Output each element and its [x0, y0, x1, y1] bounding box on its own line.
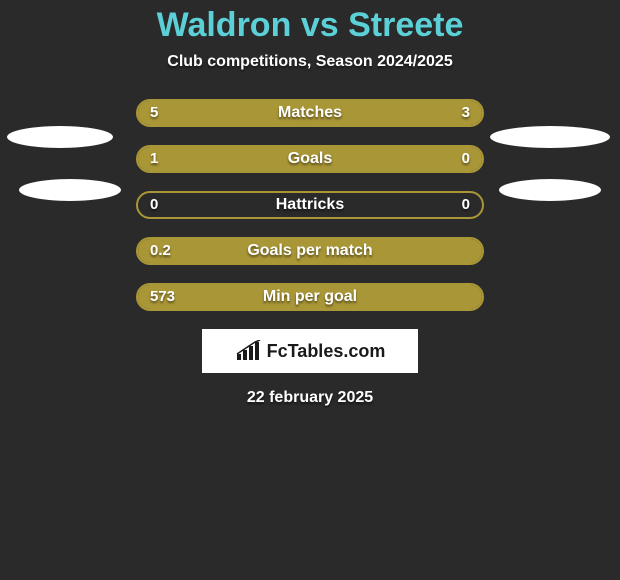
stat-right-value: 3	[462, 101, 470, 125]
player1-name: Waldron	[157, 6, 292, 44]
bar-fill-left	[138, 285, 482, 309]
stat-row: 0.2 Goals per match	[0, 237, 620, 265]
bar-track: 1 0 Goals	[136, 145, 484, 173]
source-logo-text: FcTables.com	[267, 341, 386, 362]
stat-left-value: 5	[150, 101, 158, 125]
bar-track: 573 Min per goal	[136, 283, 484, 311]
page-title: Waldron vs Streete	[0, 6, 620, 45]
bar-fill-left	[138, 239, 482, 263]
bar-track: 5 3 Matches	[136, 99, 484, 127]
stat-row: 1 0 Goals	[0, 145, 620, 173]
player-marker-ellipse	[19, 179, 121, 201]
stat-row: 573 Min per goal	[0, 283, 620, 311]
barchart-icon	[235, 340, 261, 362]
date-line: 22 february 2025	[0, 389, 620, 407]
player2-name: Streete	[348, 6, 463, 44]
bar-fill-left	[138, 101, 344, 125]
title-vs: vs	[301, 6, 339, 44]
stat-left-value: 0.2	[150, 239, 171, 263]
player-marker-ellipse	[499, 179, 601, 201]
stat-row: 5 3 Matches	[0, 99, 620, 127]
source-logo: FcTables.com	[235, 340, 386, 362]
bar-track: 0.2 Goals per match	[136, 237, 484, 265]
subtitle: Club competitions, Season 2024/2025	[0, 53, 620, 71]
comparison-infographic: Waldron vs Streete Club competitions, Se…	[0, 0, 620, 580]
stat-left-value: 0	[150, 193, 158, 217]
stat-left-value: 573	[150, 285, 175, 309]
bar-fill-right	[403, 147, 482, 171]
source-logo-box: FcTables.com	[202, 329, 418, 373]
stat-label: Hattricks	[138, 193, 482, 217]
player-marker-ellipse	[490, 126, 610, 148]
stat-right-value: 0	[462, 147, 470, 171]
stat-right-value: 0	[462, 193, 470, 217]
stat-left-value: 1	[150, 147, 158, 171]
bar-track: 0 0 Hattricks	[136, 191, 484, 219]
bar-fill-left	[138, 147, 403, 171]
player-marker-ellipse	[7, 126, 113, 148]
